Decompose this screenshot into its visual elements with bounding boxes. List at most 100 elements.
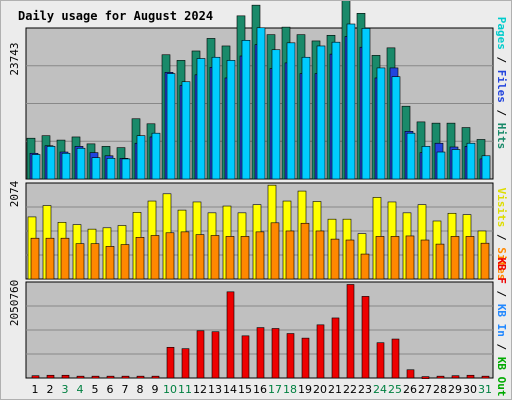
bar-sites-day-6 [105,246,115,280]
bar-sites-day-25 [390,236,400,280]
day-label-2: 2 [47,383,54,396]
bar-pages-day-5 [91,157,101,180]
bar-pages-day-1 [31,154,41,180]
bar-pages-day-21 [331,41,341,180]
ymax-label-hits: 23743 [8,42,21,75]
bar-sites-day-7 [120,244,130,280]
bar-pages-day-22 [346,23,356,180]
bar-sites-day-28 [435,243,445,280]
bar-kbytes-day-14 [226,291,235,379]
legend-visits-sites: Visits / Sites [495,188,508,281]
day-label-19: 19 [298,383,312,396]
panel-visits-sites [25,182,494,280]
bar-sites-day-16 [255,231,265,280]
bar-kbytes-day-16 [256,327,265,379]
day-label-21: 21 [328,383,342,396]
bar-pages-day-7 [121,158,131,180]
legend-entry: / [495,284,508,304]
bar-kbytes-day-4 [76,375,85,379]
bar-kbytes-day-7 [121,375,130,379]
bar-sites-day-30 [465,236,475,280]
bar-pages-day-28 [436,151,446,180]
legend-entry: / [495,337,508,357]
bar-pages-day-10 [166,73,176,180]
bar-kbytes-day-19 [301,337,310,379]
bar-sites-day-18 [285,230,295,280]
bar-kbytes-day-28 [436,375,445,379]
bar-sites-day-15 [240,236,250,280]
legend-entry: / [495,103,508,123]
bar-pages-day-14 [226,60,236,180]
legend-entry: KB F [495,257,508,284]
bar-sites-day-19 [300,222,310,280]
bar-sites-day-13 [210,235,220,280]
bar-pages-day-16 [256,27,266,180]
bar-sites-day-26 [405,235,415,280]
day-label-25: 25 [388,383,402,396]
bar-sites-day-9 [150,235,160,280]
legend-entry: / [495,227,508,247]
day-label-29: 29 [448,383,462,396]
bar-sites-day-17 [270,222,280,280]
legend-entry: / [495,50,508,70]
panel-kbytes [25,281,494,379]
bar-kbytes-day-30 [466,374,475,379]
legend-entry: Hits [495,123,508,150]
bar-kbytes-day-6 [106,375,115,379]
bar-kbytes-day-17 [271,328,280,379]
bar-sites-day-1 [30,237,40,280]
bar-kbytes-day-26 [406,369,415,379]
bar-sites-day-20 [315,230,325,280]
bar-kbytes-day-18 [286,333,295,379]
bar-kbytes-day-29 [451,375,460,379]
day-label-13: 13 [208,383,222,396]
bar-sites-day-10 [165,232,175,280]
bar-pages-day-12 [196,58,206,180]
bar-kbytes-day-25 [391,338,400,379]
bar-pages-day-3 [61,152,71,180]
bar-pages-day-29 [451,149,461,180]
day-label-23: 23 [358,383,372,396]
bar-sites-day-8 [135,237,145,280]
bar-pages-day-24 [376,67,386,180]
bar-kbytes-day-1 [31,375,40,379]
day-label-3: 3 [62,383,69,396]
legend-entry: KB In [495,304,508,337]
day-label-14: 14 [223,383,237,396]
bar-pages-day-31 [481,155,491,180]
day-label-4: 4 [77,383,84,396]
bar-kbytes-day-8 [136,375,145,379]
bar-kbytes-day-9 [151,375,160,379]
bar-pages-day-8 [136,135,146,180]
day-label-30: 30 [463,383,477,396]
day-label-28: 28 [433,383,447,396]
legend-mid-text: Visits / Sites [495,188,508,281]
legend-bot-text: KB F / KB In / KB Out [495,257,508,396]
legend-entry: Pages [495,17,508,50]
day-label-27: 27 [418,383,432,396]
day-label-1: 1 [32,383,39,396]
bar-pages-day-6 [106,157,116,180]
bar-kbytes-day-2 [46,374,55,379]
day-label-17: 17 [268,383,282,396]
bar-sites-day-11 [180,231,190,280]
bar-pages-day-17 [271,49,281,180]
bar-kbytes-day-15 [241,335,250,379]
day-label-15: 15 [238,383,252,396]
day-label-24: 24 [373,383,387,396]
legend-entry: KB Out [495,357,508,397]
bar-pages-day-9 [151,132,161,180]
bar-sites-day-31 [480,242,490,280]
bar-kbytes-day-10 [166,346,175,379]
legend-entry: Visits [495,188,508,228]
bar-pages-day-18 [286,42,296,180]
bar-kbytes-day-11 [181,348,190,379]
bar-pages-day-15 [241,40,251,180]
bar-kbytes-day-21 [331,317,340,379]
day-label-26: 26 [403,383,417,396]
day-label-5: 5 [92,383,99,396]
day-label-9: 9 [152,383,159,396]
day-label-8: 8 [137,383,144,396]
day-label-12: 12 [193,383,207,396]
